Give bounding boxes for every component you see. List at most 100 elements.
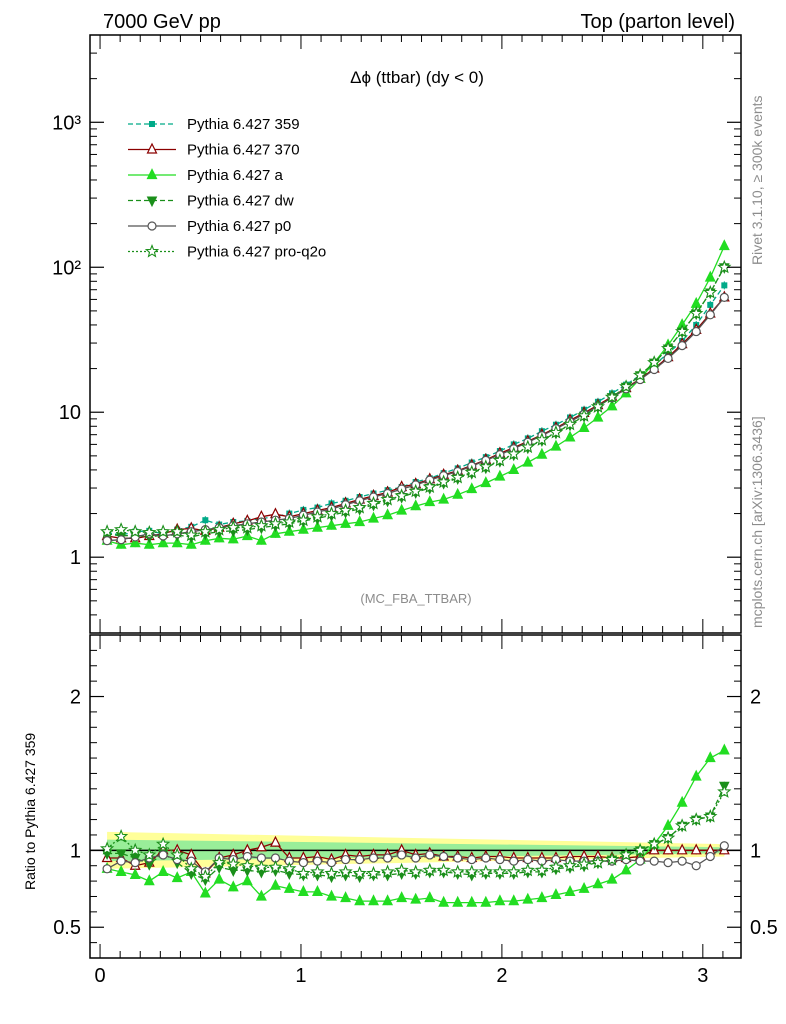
ratio-point-pythia-6-427-pro-q2o (520, 862, 535, 877)
ratio-point-pythia-6-427-pro-q2o (506, 864, 521, 878)
x-tick-label: 2 (496, 965, 507, 987)
ratio-point-pythia-6-427-pro-q2o (352, 865, 367, 880)
main-point-pythia-6-427-a (564, 430, 576, 442)
main-point-pythia-6-427-p0 (102, 536, 112, 546)
main-point-pythia-6-427-a (171, 536, 183, 548)
legend-marker-pythia-6-427-p0 (147, 221, 157, 231)
main-point-pythia-6-427-pro-q2o (604, 389, 620, 404)
ratio-point-pythia-6-427-a (326, 889, 337, 901)
main-point-pythia-6-427-a (466, 482, 478, 494)
main-point-pythia-6-427-pro-q2o (618, 379, 634, 393)
main-point-pythia-6-427-a (550, 439, 562, 451)
ratio-point-pythia-6-427-pro-q2o (703, 809, 718, 823)
ratio-point-pythia-6-427-pro-q2o (113, 829, 129, 843)
ratio-point-pythia-6-427-pro-q2o (99, 841, 115, 855)
main-point-pythia-6-427-pro-q2o (660, 341, 676, 355)
ratio-point-pythia-6-427-p0 (439, 851, 449, 862)
main-point-pythia-6-427-a (438, 492, 450, 504)
ratio-point-pythia-6-427-pro-q2o (562, 858, 578, 872)
ratio-point-pythia-6-427-pro-q2o (324, 865, 339, 880)
analysis-label: (MC_FBA_TTBAR) (360, 591, 471, 606)
x-tick-label: 3 (697, 965, 708, 987)
ratio-point-pythia-6-427-a (718, 743, 730, 755)
ratio-point-pythia-6-427-a (564, 885, 576, 896)
ratio-point-pythia-6-427-pro-q2o (394, 862, 409, 877)
ratio-point-pythia-6-427-a (494, 894, 506, 906)
ratio-point-pythia-6-427-pro-q2o (436, 862, 451, 877)
main-point-pythia-6-427-359 (721, 282, 728, 289)
ratio-point-pythia-6-427-370 (662, 843, 674, 855)
legend-marker-pythia-6-427-a (146, 168, 158, 180)
ratio-point-pythia-6-427-370 (269, 835, 281, 847)
main-point-pythia-6-427-pro-q2o (464, 464, 479, 479)
ratio-point-pythia-6-427-a (368, 894, 379, 906)
ratio-point-pythia-6-427-a (662, 818, 674, 830)
ratio-point-pythia-6-427-pro-q2o (254, 859, 269, 874)
ratio-point-pythia-6-427-a (157, 865, 169, 876)
ratio-point-pythia-6-427-pro-q2o (296, 865, 311, 880)
x-tick-label: 0 (94, 965, 105, 987)
main-point-pythia-6-427-a (410, 499, 422, 511)
main-point-pythia-6-427-pro-q2o (324, 506, 339, 520)
main-point-pythia-6-427-pro-q2o (534, 432, 550, 446)
main-point-pythia-6-427-a (129, 536, 141, 548)
ratio-point-pythia-6-427-pro-q2o (464, 864, 479, 878)
main-series-group (99, 239, 732, 549)
legend-label-pythia-6-427-a: Pythia 6.427 a (187, 167, 284, 184)
ratio-point-pythia-6-427-pro-q2o (240, 858, 255, 872)
ratio-point-pythia-6-427-a (704, 751, 716, 763)
ratio-point-pythia-6-427-a (129, 868, 141, 880)
ratio-point-pythia-6-427-p0 (663, 858, 673, 868)
ratio-series-group (99, 743, 732, 907)
main-point-pythia-6-427-a (536, 447, 548, 459)
ratio-point-pythia-6-427-a (382, 894, 394, 906)
main-point-pythia-6-427-a (718, 239, 730, 251)
ratio-ylabel: Ratio to Pythia 6.427 359 (22, 733, 38, 890)
ratio-point-pythia-6-427-pro-q2o (689, 812, 704, 826)
main-point-pythia-6-427-pro-q2o (338, 503, 353, 517)
ratio-point-pythia-6-427-a (606, 872, 618, 884)
ratio-point-pythia-6-427-p0 (705, 851, 715, 862)
ratio-point-pythia-6-427-p0 (368, 853, 379, 863)
y-tick-label: 10³ (52, 112, 81, 134)
main-point-pythia-6-427-a (269, 526, 281, 538)
ratio-point-pythia-6-427-p0 (495, 854, 505, 865)
main-point-pythia-6-427-a (578, 421, 590, 432)
ratio-y-tick-label-right: 2 (750, 687, 761, 709)
ratio-point-pythia-6-427-a (466, 895, 478, 907)
ratio-point-pythia-6-427-p0 (453, 853, 463, 863)
legend-label-pythia-6-427-370: Pythia 6.427 370 (187, 142, 300, 159)
main-point-pythia-6-427-pro-q2o (689, 305, 704, 320)
header-right: Top (parton level) (580, 11, 735, 33)
ratio-point-pythia-6-427-a (480, 895, 492, 907)
ratio-y-tick-label: 0.5 (53, 917, 81, 939)
ratio-point-pythia-6-427-pro-q2o (717, 784, 732, 798)
main-point-pythia-6-427-pro-q2o (478, 459, 493, 473)
main-point-pythia-6-427-pro-q2o (717, 259, 732, 274)
main-point-pythia-6-427-a (185, 537, 197, 549)
ratio-point-pythia-6-427-a (690, 769, 702, 781)
main-axes: 1 10 10² 10³ (52, 34, 741, 634)
main-point-pythia-6-427-pro-q2o (113, 522, 129, 536)
legend: Pythia 6.427 359 Pythia 6.427 370 Pythia 6… (128, 116, 326, 261)
ratio-point-pythia-6-427-a (536, 891, 548, 903)
ratio-point-pythia-6-427-a (438, 895, 450, 907)
main-point-pythia-6-427-pro-q2o (647, 355, 662, 369)
ratio-point-pythia-6-427-a (199, 886, 211, 898)
ratio-point-pythia-6-427-a (452, 895, 464, 907)
legend-label-pythia-6-427-dw: Pythia 6.427 dw (187, 193, 294, 210)
ratio-point-pythia-6-427-pro-q2o (492, 864, 508, 878)
legend-marker-pythia-6-427-370 (146, 142, 158, 154)
ratio-point-pythia-6-427-a (311, 885, 323, 896)
ratio-point-pythia-6-427-pro-q2o (534, 862, 550, 877)
main-point-pythia-6-427-a (452, 487, 464, 499)
ratio-point-pythia-6-427-pro-q2o (226, 856, 241, 871)
header-left: 7000 GeV pp (103, 11, 221, 33)
main-point-pythia-6-427-pro-q2o (254, 518, 269, 532)
x-tick-label: 1 (295, 965, 306, 987)
main-point-pythia-6-427-pro-q2o (184, 527, 199, 542)
main-point-pythia-6-427-pro-q2o (576, 408, 592, 422)
mcplots-label: mcplots.cern.ch [arXiv:1306.3436] (749, 416, 765, 628)
ratio-point-pythia-6-427-pro-q2o (212, 855, 227, 869)
main-point-pythia-6-427-pro-q2o (632, 367, 648, 382)
